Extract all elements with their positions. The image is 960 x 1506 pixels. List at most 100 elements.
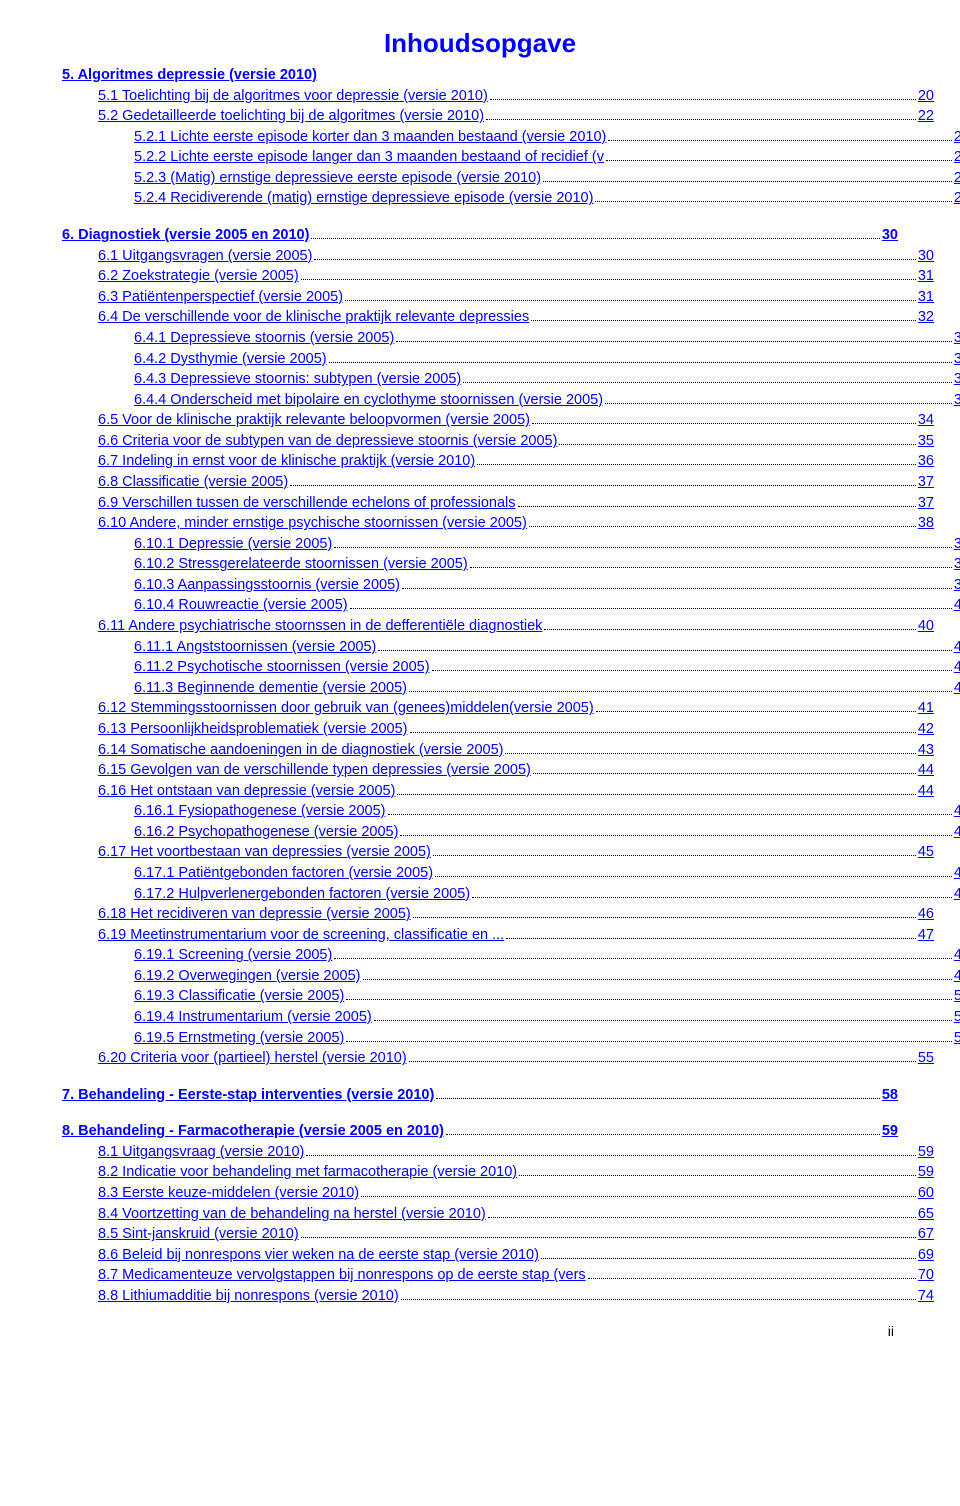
toc-entry-link[interactable]: 8.8 Lithiumadditie bij nonrespons (versi… <box>98 1286 399 1307</box>
toc-entry-link[interactable]: 6.4 De verschillende voor de klinische p… <box>98 307 529 328</box>
toc-page-number[interactable]: 45 <box>954 801 960 822</box>
toc-entry-link[interactable]: 8.7 Medicamenteuze vervolgstappen bij no… <box>98 1265 586 1286</box>
toc-page-number[interactable]: 37 <box>918 493 934 514</box>
toc-page-number[interactable]: 45 <box>954 822 960 843</box>
toc-entry-link[interactable]: 6.6 Criteria voor de subtypen van de dep… <box>98 431 557 452</box>
toc-page-number[interactable]: 70 <box>918 1265 934 1286</box>
toc-page-number[interactable]: 41 <box>954 678 960 699</box>
toc-entry-link[interactable]: 6.14 Somatische aandoeningen in de diagn… <box>98 740 503 761</box>
toc-entry-link[interactable]: 6.4.2 Dysthymie (versie 2005) <box>134 349 327 370</box>
toc-page-number[interactable]: 40 <box>954 595 960 616</box>
toc-entry-link[interactable]: 8. Behandeling - Farmacotherapie (versie… <box>62 1121 444 1142</box>
toc-entry-link[interactable]: 6.19.3 Classificatie (versie 2005) <box>134 986 344 1007</box>
toc-page-number[interactable]: 41 <box>954 637 960 658</box>
toc-page-number[interactable]: 31 <box>918 287 934 308</box>
toc-entry-link[interactable]: 6.1 Uitgangsvragen (versie 2005) <box>98 246 312 267</box>
toc-entry-link[interactable]: 6.5 Voor de klinische praktijk relevante… <box>98 410 530 431</box>
toc-page-number[interactable]: 32 <box>954 328 960 349</box>
toc-page-number[interactable]: 67 <box>918 1224 934 1245</box>
toc-page-number[interactable]: 41 <box>954 657 960 678</box>
toc-entry-link[interactable]: 6.15 Gevolgen van de verschillende typen… <box>98 760 531 781</box>
toc-page-number[interactable]: 38 <box>918 513 934 534</box>
toc-page-number[interactable]: 33 <box>954 349 960 370</box>
toc-entry-link[interactable]: 6. Diagnostiek (versie 2005 en 2010) <box>62 225 309 246</box>
toc-entry-link[interactable]: 6.10.2 Stressgerelateerde stoornissen (v… <box>134 554 468 575</box>
toc-entry-link[interactable]: 6.4.1 Depressieve stoornis (versie 2005) <box>134 328 394 349</box>
toc-entry-link[interactable]: 6.11.1 Angststoornissen (versie 2005) <box>134 637 376 658</box>
toc-entry-link[interactable]: 6.16.1 Fysiopathogenese (versie 2005) <box>134 801 386 822</box>
toc-entry-link[interactable]: 6.12 Stemmingsstoornissen door gebruik v… <box>98 698 594 719</box>
toc-entry-link[interactable]: 6.13 Persoonlijkheidsproblematiek (versi… <box>98 719 408 740</box>
toc-page-number[interactable]: 22 <box>954 147 960 168</box>
toc-entry-link[interactable]: 6.16 Het ontstaan van depressie (versie … <box>98 781 395 802</box>
toc-entry-link[interactable]: 6.10.3 Aanpassingsstoornis (versie 2005) <box>134 575 400 596</box>
toc-page-number[interactable]: 39 <box>954 554 960 575</box>
toc-page-number[interactable]: 51 <box>954 1007 960 1028</box>
toc-page-number[interactable]: 45 <box>954 863 960 884</box>
toc-entry-link[interactable]: 6.19.4 Instrumentarium (versie 2005) <box>134 1007 372 1028</box>
toc-page-number[interactable]: 45 <box>918 842 934 863</box>
toc-page-number[interactable]: 26 <box>954 188 960 209</box>
toc-page-number[interactable]: 44 <box>918 760 934 781</box>
toc-entry-link[interactable]: 6.19.1 Screening (versie 2005) <box>134 945 332 966</box>
toc-entry-link[interactable]: 6.4.4 Onderscheid met bipolaire en cyclo… <box>134 390 603 411</box>
toc-page-number[interactable]: 49 <box>954 966 960 987</box>
toc-page-number[interactable]: 38 <box>954 534 960 555</box>
toc-page-number[interactable]: 55 <box>918 1048 934 1069</box>
toc-page-number[interactable]: 39 <box>954 575 960 596</box>
toc-page-number[interactable]: 36 <box>918 451 934 472</box>
toc-entry-link[interactable]: 6.11.2 Psychotische stoornissen (versie … <box>134 657 430 678</box>
toc-entry-link[interactable]: 5.2.3 (Matig) ernstige depressieve eerst… <box>134 168 541 189</box>
toc-page-number[interactable]: 46 <box>954 884 960 905</box>
toc-entry-link[interactable]: 5. Algoritmes depressie (versie 2010) <box>62 65 317 86</box>
toc-entry-link[interactable]: 5.2 Gedetailleerde toelichting bij de al… <box>98 106 484 127</box>
toc-entry-link[interactable]: 6.17 Het voortbestaan van depressies (ve… <box>98 842 431 863</box>
toc-entry-link[interactable]: 6.2 Zoekstrategie (versie 2005) <box>98 266 299 287</box>
toc-entry-link[interactable]: 6.8 Classificatie (versie 2005) <box>98 472 288 493</box>
toc-page-number[interactable]: 74 <box>918 1286 934 1307</box>
toc-entry-link[interactable]: 6.10.4 Rouwreactie (versie 2005) <box>134 595 348 616</box>
toc-entry-link[interactable]: 5.2.2 Lichte eerste episode langer dan 3… <box>134 147 604 168</box>
toc-page-number[interactable]: 22 <box>918 106 934 127</box>
toc-entry-link[interactable]: 6.10 Andere, minder ernstige psychische … <box>98 513 527 534</box>
toc-entry-link[interactable]: 6.17.2 Hulpverlenergebonden factoren (ve… <box>134 884 470 905</box>
toc-page-number[interactable]: 65 <box>918 1204 934 1225</box>
toc-entry-link[interactable]: 8.3 Eerste keuze-middelen (versie 2010) <box>98 1183 359 1204</box>
toc-entry-link[interactable]: 8.4 Voortzetting van de behandeling na h… <box>98 1204 486 1225</box>
toc-page-number[interactable]: 30 <box>918 246 934 267</box>
toc-page-number[interactable]: 43 <box>918 740 934 761</box>
toc-entry-link[interactable]: 6.20 Criteria voor (partieel) herstel (v… <box>98 1048 407 1069</box>
toc-page-number[interactable]: 58 <box>882 1085 898 1106</box>
toc-entry-link[interactable]: 6.11 Andere psychiatrische stoornssen in… <box>98 616 542 637</box>
toc-page-number[interactable]: 32 <box>918 307 934 328</box>
toc-page-number[interactable]: 23 <box>954 168 960 189</box>
toc-entry-link[interactable]: 6.3 Patiëntenperspectief (versie 2005) <box>98 287 343 308</box>
toc-page-number[interactable]: 34 <box>954 390 960 411</box>
toc-page-number[interactable]: 44 <box>918 781 934 802</box>
toc-entry-link[interactable]: 5.2.1 Lichte eerste episode korter dan 3… <box>134 127 606 148</box>
toc-page-number[interactable]: 59 <box>882 1121 898 1142</box>
toc-page-number[interactable]: 35 <box>918 431 934 452</box>
toc-entry-link[interactable]: 6.19.5 Ernstmeting (versie 2005) <box>134 1028 344 1049</box>
toc-page-number[interactable]: 33 <box>954 369 960 390</box>
toc-entry-link[interactable]: 8.6 Beleid bij nonrespons vier weken na … <box>98 1245 539 1266</box>
toc-page-number[interactable]: 53 <box>954 1028 960 1049</box>
toc-page-number[interactable]: 42 <box>918 719 934 740</box>
toc-page-number[interactable]: 20 <box>918 86 934 107</box>
toc-page-number[interactable]: 47 <box>954 945 960 966</box>
toc-entry-link[interactable]: 6.19.2 Overwegingen (versie 2005) <box>134 966 361 987</box>
toc-entry-link[interactable]: 6.10.1 Depressie (versie 2005) <box>134 534 332 555</box>
toc-page-number[interactable]: 22 <box>954 127 960 148</box>
toc-page-number[interactable]: 41 <box>918 698 934 719</box>
toc-entry-link[interactable]: 5.1 Toelichting bij de algoritmes voor d… <box>98 86 488 107</box>
toc-entry-link[interactable]: 6.11.3 Beginnende dementie (versie 2005) <box>134 678 407 699</box>
toc-page-number[interactable]: 31 <box>918 266 934 287</box>
toc-page-number[interactable]: 37 <box>918 472 934 493</box>
toc-entry-link[interactable]: 8.5 Sint-janskruid (versie 2010) <box>98 1224 299 1245</box>
toc-entry-link[interactable]: 6.7 Indeling in ernst voor de klinische … <box>98 451 475 472</box>
toc-entry-link[interactable]: 6.18 Het recidiveren van depressie (vers… <box>98 904 411 925</box>
toc-page-number[interactable]: 51 <box>954 986 960 1007</box>
toc-page-number[interactable]: 60 <box>918 1183 934 1204</box>
toc-page-number[interactable]: 59 <box>918 1142 934 1163</box>
toc-entry-link[interactable]: 7. Behandeling - Eerste-stap interventie… <box>62 1085 434 1106</box>
